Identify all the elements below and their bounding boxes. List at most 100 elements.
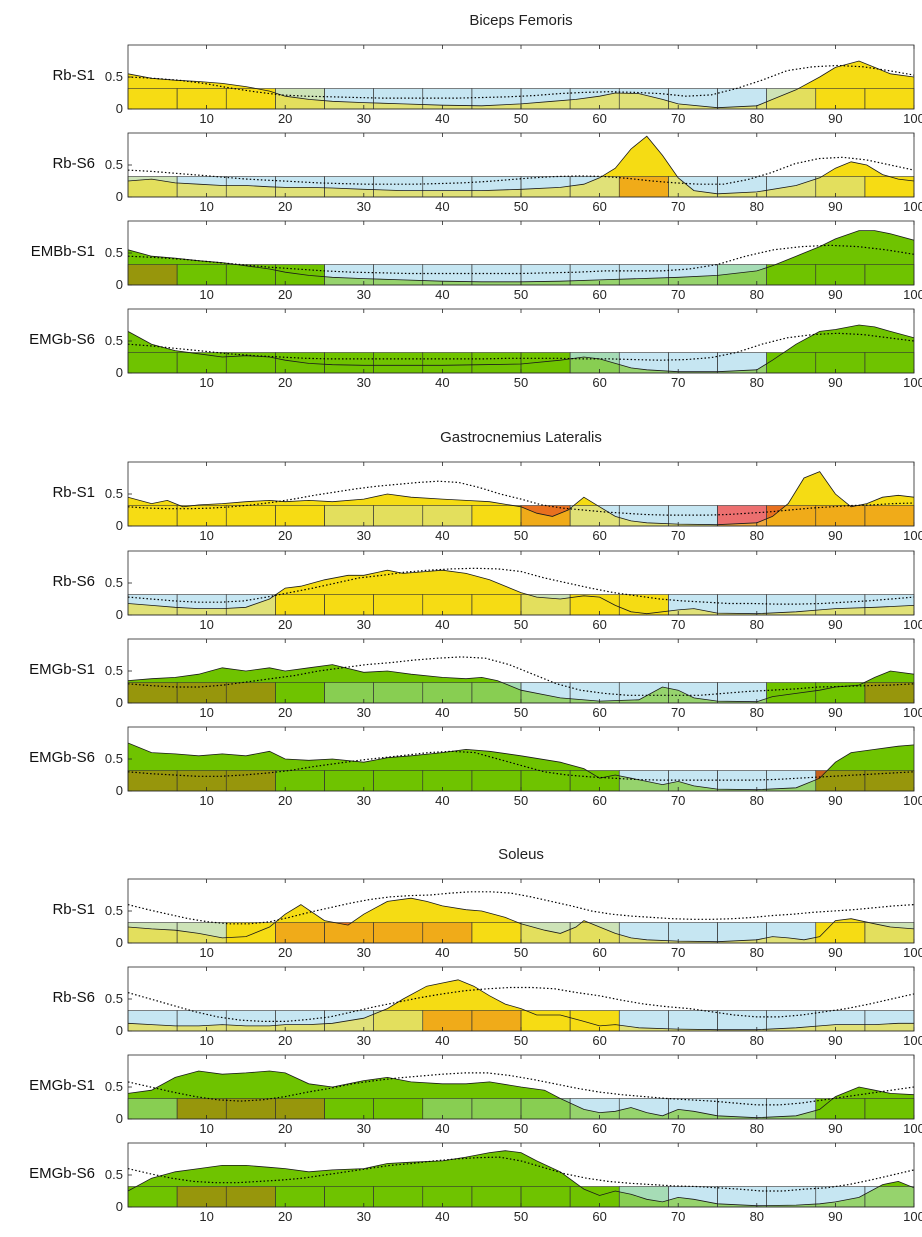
- x-tick-label: 30: [357, 945, 371, 960]
- phase-bar: [619, 1010, 669, 1031]
- x-tick-label: 40: [435, 705, 449, 720]
- phase-bar: [717, 352, 767, 373]
- phase-bar: [668, 505, 718, 526]
- x-tick-label: 40: [435, 1209, 449, 1224]
- x-tick-label: 70: [671, 705, 685, 720]
- phase-bar: [570, 682, 620, 703]
- x-tick-label: 10: [199, 945, 213, 960]
- y-tick-label: 0.5: [105, 245, 123, 260]
- y-tick-label: 0.5: [105, 69, 123, 84]
- panel-label: EMGb-S6: [29, 1165, 95, 1182]
- y-tick-label: 0.5: [105, 1079, 123, 1094]
- x-tick-label: 70: [671, 375, 685, 390]
- x-tick-label: 70: [671, 111, 685, 126]
- area-line: [128, 1070, 914, 1119]
- x-tick-label: 100: [903, 528, 922, 543]
- x-tick-label: 70: [671, 793, 685, 808]
- y-tick-label: 0: [116, 1023, 123, 1038]
- phase-bar: [717, 88, 767, 109]
- area-line: [128, 1150, 914, 1207]
- x-tick-label: 50: [514, 945, 528, 960]
- phase-bar: [471, 264, 521, 285]
- panel: 10 20 30 40 50 60 70 80 90 100 0 0.5 Rb-S1: [52, 878, 922, 960]
- x-tick-label: 90: [828, 1209, 842, 1224]
- x-tick-label: 40: [435, 528, 449, 543]
- panel: 10 20 30 40 50 60 70 80 90 100 0 0.5 EMGb-S6: [29, 1142, 922, 1224]
- x-tick-label: 10: [199, 111, 213, 126]
- x-tick-label: 30: [357, 111, 371, 126]
- x-tick-label: 60: [592, 945, 606, 960]
- area-fill-top: [128, 325, 914, 353]
- mean-line: [128, 156, 914, 185]
- x-tick-label: 100: [903, 287, 922, 302]
- phase-bar: [766, 594, 816, 615]
- y-tick-label: 0: [116, 607, 123, 622]
- area-fill: [128, 230, 914, 285]
- x-tick-label: 60: [592, 793, 606, 808]
- x-tick-label: 20: [278, 111, 292, 126]
- area-line: [128, 60, 914, 109]
- x-tick-label: 50: [514, 617, 528, 632]
- x-tick-label: 60: [592, 617, 606, 632]
- area-fill-top: [274, 898, 869, 923]
- phase-bar: [619, 594, 669, 615]
- x-tick-label: 60: [592, 111, 606, 126]
- panel-label: EMBb-S1: [31, 243, 95, 260]
- y-tick-label: 0: [116, 783, 123, 798]
- mean-line: [128, 567, 914, 605]
- phase-bar: [717, 770, 767, 791]
- y-tick-label: 0: [116, 101, 123, 116]
- x-tick-label: 50: [514, 199, 528, 214]
- y-tick-label: 0.5: [105, 991, 123, 1006]
- x-tick-label: 40: [435, 111, 449, 126]
- phase-bar: [766, 1010, 816, 1031]
- x-tick-label: 50: [514, 375, 528, 390]
- x-tick-label: 80: [750, 287, 764, 302]
- mean-line: [128, 750, 914, 781]
- area-fill: [128, 136, 914, 197]
- x-tick-label: 30: [357, 375, 371, 390]
- x-tick-label: 60: [592, 1121, 606, 1136]
- x-tick-label: 90: [828, 1121, 842, 1136]
- x-tick-label: 40: [435, 199, 449, 214]
- x-tick-label: 30: [357, 528, 371, 543]
- x-tick-label: 50: [514, 1209, 528, 1224]
- chart-title: Soleus: [498, 846, 544, 863]
- x-tick-label: 10: [199, 617, 213, 632]
- chart-group: Gastrocnemius Lateralis 10 20 30 40 50 60 70 80 9…: [29, 429, 922, 808]
- x-tick-label: 10: [199, 1121, 213, 1136]
- x-tick-label: 50: [514, 705, 528, 720]
- x-tick-label: 50: [514, 1121, 528, 1136]
- panel-label: EMGb-S6: [29, 331, 95, 348]
- phase-bar: [422, 88, 472, 109]
- x-tick-label: 80: [750, 375, 764, 390]
- x-tick-label: 40: [435, 1121, 449, 1136]
- panel-label: Rb-S6: [52, 989, 95, 1006]
- x-tick-label: 80: [750, 1033, 764, 1048]
- x-tick-label: 90: [828, 199, 842, 214]
- x-tick-label: 100: [903, 1209, 922, 1224]
- x-tick-label: 60: [592, 705, 606, 720]
- area-fill-top: [128, 230, 914, 265]
- x-tick-label: 20: [278, 705, 292, 720]
- phase-bar: [717, 594, 767, 615]
- x-tick-label: 70: [671, 1033, 685, 1048]
- panel-label: Rb-S1: [52, 901, 95, 918]
- x-tick-label: 100: [903, 111, 922, 126]
- panel: 10 20 30 40 50 60 70 80 90 100 0 0.5 EMGb-S6: [29, 308, 922, 390]
- mean-line: [128, 480, 914, 516]
- x-tick-label: 80: [750, 528, 764, 543]
- panel: 10 20 30 40 50 60 70 80 90 100 0 0.5 Rb-S6: [52, 132, 922, 214]
- x-tick-label: 20: [278, 617, 292, 632]
- area-fill-top: [128, 743, 914, 771]
- panel-label: EMGb-S1: [29, 1077, 95, 1094]
- x-tick-label: 90: [828, 793, 842, 808]
- x-tick-label: 70: [671, 287, 685, 302]
- panel: 10 20 30 40 50 60 70 80 90 100 0 0.5 EMGb-S1: [29, 1054, 922, 1136]
- x-tick-label: 20: [278, 199, 292, 214]
- x-tick-label: 100: [903, 705, 922, 720]
- y-tick-label: 0: [116, 1111, 123, 1126]
- x-tick-label: 90: [828, 528, 842, 543]
- mean-line: [128, 656, 914, 696]
